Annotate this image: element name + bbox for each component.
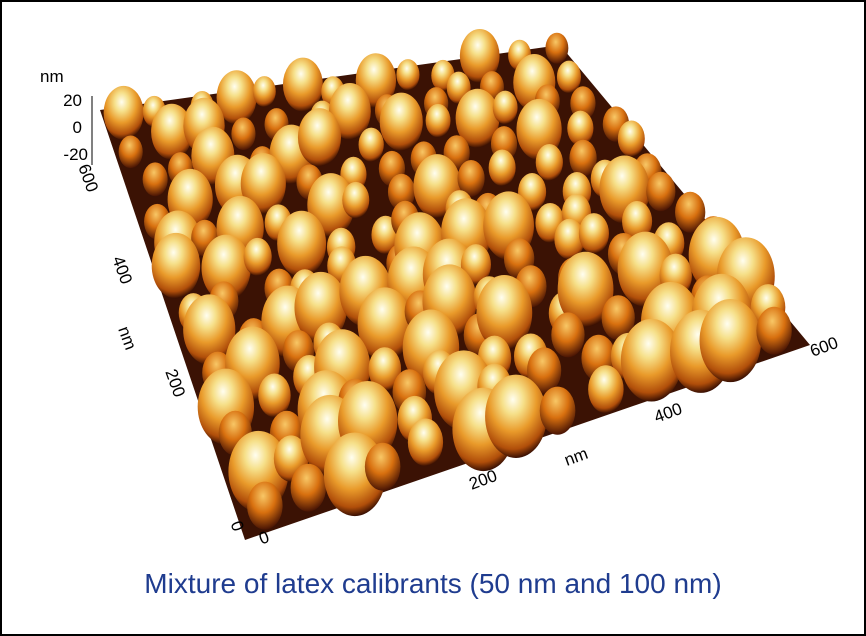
sphere [342, 181, 370, 219]
sphere [201, 234, 251, 302]
sphere [216, 70, 257, 125]
sphere [396, 59, 420, 91]
sphere [407, 418, 444, 467]
sphere [675, 191, 706, 233]
sphere [240, 153, 286, 214]
caption: Mixture of latex calibrants (50 nm and 1… [144, 568, 721, 599]
sphere [247, 481, 283, 530]
sphere [756, 306, 792, 355]
sphere [588, 365, 624, 414]
sphere [569, 139, 597, 177]
sphere [455, 88, 500, 148]
sphere [142, 162, 168, 197]
sphere [545, 32, 569, 64]
sphere [243, 237, 272, 276]
sphere [457, 160, 485, 197]
sphere [646, 171, 676, 212]
sphere [539, 386, 576, 435]
z-axis-unit: nm [40, 67, 64, 86]
sphere [357, 287, 413, 361]
sphere [557, 251, 614, 328]
sphere [485, 374, 547, 458]
sphere [459, 29, 500, 83]
sphere [460, 244, 491, 285]
sphere [617, 120, 645, 157]
z-tick-label: -20 [63, 145, 88, 164]
sphere [488, 149, 516, 186]
sphere [425, 103, 451, 138]
sphere [358, 127, 384, 162]
sphere [578, 213, 609, 254]
sphere [551, 312, 585, 358]
sphere [297, 108, 342, 167]
sphere [252, 76, 276, 107]
sphere [231, 117, 256, 151]
sphere [620, 318, 683, 402]
sphere [699, 298, 762, 383]
sphere [379, 92, 423, 151]
surface-bumps [103, 29, 792, 530]
sphere [556, 60, 582, 94]
sphere [151, 103, 193, 160]
sphere [290, 463, 327, 512]
sphere [118, 135, 143, 169]
sphere [535, 144, 563, 181]
sphere [282, 57, 323, 112]
z-tick-label: 0 [73, 118, 82, 137]
sphere [368, 347, 402, 392]
sphere [103, 85, 144, 140]
z-tick-label: 20 [63, 91, 82, 110]
sphere [328, 82, 371, 140]
sphere [258, 373, 291, 418]
sphere [527, 347, 562, 394]
sphere [277, 210, 327, 277]
sphere [622, 200, 653, 242]
sphere [387, 173, 415, 211]
sphere [364, 442, 401, 491]
sphere [567, 110, 594, 146]
sphere [183, 294, 236, 365]
sphere [554, 218, 585, 260]
sphere [151, 232, 201, 299]
sphere [476, 275, 533, 351]
sphere [601, 295, 635, 341]
sphere [492, 90, 518, 125]
